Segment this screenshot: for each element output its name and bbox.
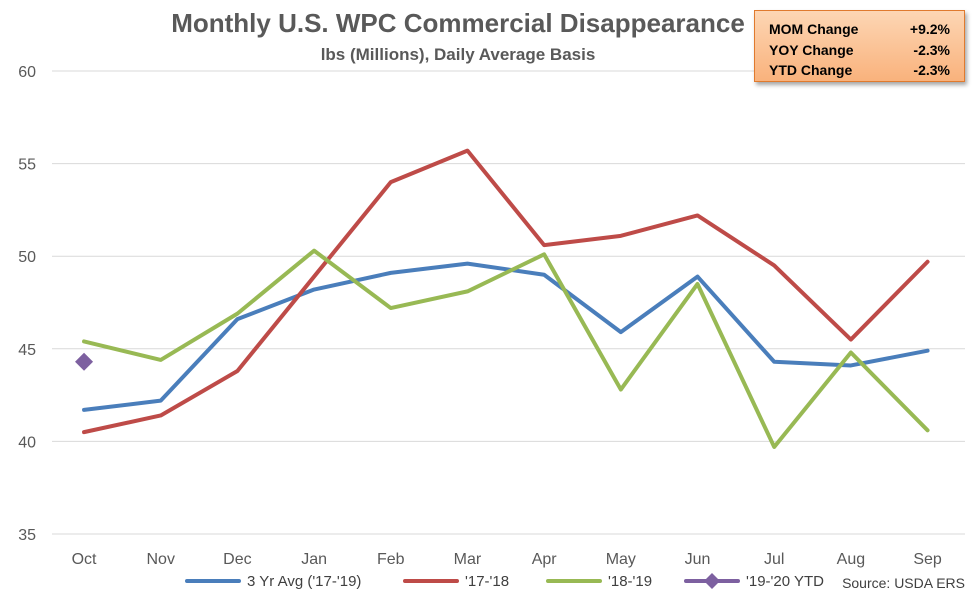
- stat-row-ytd: YTD Change -2.3%: [769, 60, 950, 81]
- source-note: Source: USDA ERS: [842, 575, 965, 591]
- series-line: [82, 261, 930, 412]
- x-tick-label: May: [606, 551, 636, 568]
- legend-item: '18-'19: [546, 573, 652, 590]
- legend-label: '19-'20 YTD: [746, 573, 824, 590]
- stat-value: -2.3%: [913, 41, 950, 58]
- legend-item: 3 Yr Avg ('17-'19): [185, 573, 361, 590]
- legend-marker: [704, 573, 720, 589]
- y-tick-label: 55: [18, 157, 36, 174]
- stat-label: YOY Change: [769, 41, 854, 58]
- y-tick-label: 60: [18, 64, 36, 81]
- x-tick-label: Nov: [146, 551, 174, 568]
- stat-label: MOM Change: [769, 21, 859, 37]
- stat-row-mom: MOM Change +9.2%: [769, 19, 950, 40]
- x-tick-label: Jun: [685, 551, 711, 568]
- y-tick-label: 50: [18, 249, 36, 266]
- x-axis-ticks: Oct Nov Dec Jan Feb Mar Apr May Jun Jul Aug Sep: [72, 551, 942, 568]
- legend: 3 Yr Avg ('17-'19) '17-'18 '18-'19 '19-'20 …: [185, 573, 824, 590]
- y-axis-ticks: 35 40 45 50 55 60: [18, 64, 36, 544]
- series-marker: [75, 352, 94, 371]
- x-tick-label: Oct: [72, 551, 97, 568]
- x-tick-label: Mar: [454, 551, 482, 568]
- legend-label: '18-'19: [608, 573, 652, 590]
- series-line: [82, 148, 930, 435]
- stat-value: -2.3%: [913, 62, 950, 78]
- x-tick-label: Jan: [301, 551, 327, 568]
- x-tick-label: Aug: [837, 551, 865, 568]
- chart-title: Monthly U.S. WPC Commercial Disappearanc…: [171, 8, 745, 38]
- x-tick-label: Sep: [913, 551, 942, 568]
- x-tick-label: Apr: [532, 551, 558, 568]
- x-tick-label: Dec: [223, 551, 251, 568]
- legend-item: '19-'20 YTD: [684, 573, 824, 590]
- gridlines: [52, 70, 965, 535]
- series-line: [82, 248, 930, 449]
- legend-label: '17-'18: [465, 573, 509, 590]
- stat-label: YTD Change: [769, 62, 853, 78]
- y-tick-label: 45: [18, 342, 36, 359]
- x-tick-label: Jul: [764, 551, 784, 568]
- y-tick-label: 40: [18, 434, 36, 451]
- chart-subtitle: lbs (Millions), Daily Average Basis: [321, 45, 596, 64]
- x-tick-label: Feb: [377, 551, 405, 568]
- legend-item: '17-'18: [403, 573, 509, 590]
- series-lines: [75, 148, 930, 449]
- stat-row-yoy: YOY Change -2.3%: [769, 40, 950, 61]
- stat-value: +9.2%: [909, 21, 950, 37]
- y-tick-label: 35: [18, 527, 36, 544]
- legend-label: 3 Yr Avg ('17-'19): [247, 573, 361, 590]
- change-stats-box: MOM Change +9.2% YOY Change -2.3% YTD Ch…: [754, 10, 965, 82]
